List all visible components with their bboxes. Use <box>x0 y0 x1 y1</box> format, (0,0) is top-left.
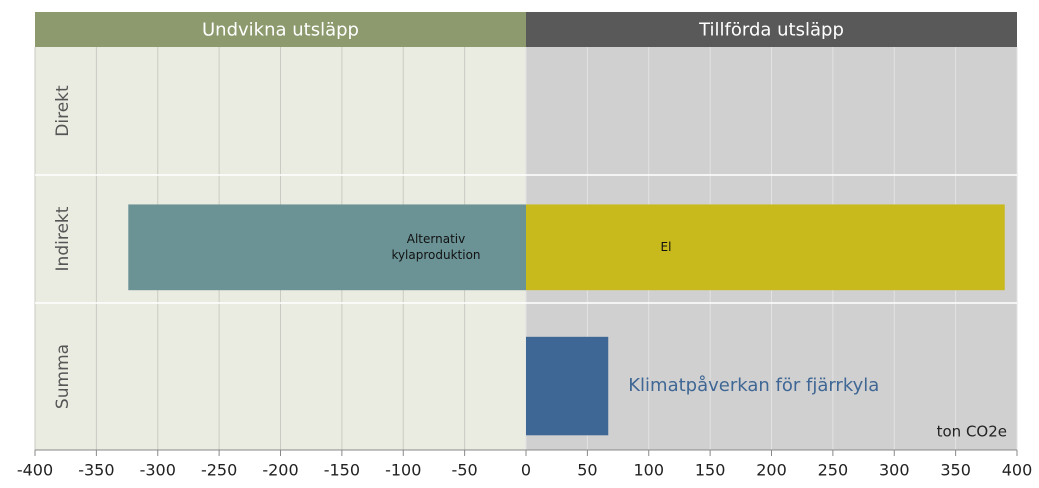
x-tick-label: 100 <box>633 461 664 480</box>
x-tick-label: 200 <box>756 461 787 480</box>
x-tick-label: -300 <box>140 461 176 480</box>
region-label: Undvikna utsläpp <box>202 20 359 41</box>
x-tick-label: -250 <box>201 461 237 480</box>
x-tick-label: -50 <box>452 461 478 480</box>
bar <box>526 204 1005 291</box>
category-label: Direkt <box>53 85 73 137</box>
region-label: Tillförda utsläpp <box>698 20 844 41</box>
x-tick-label: -100 <box>385 461 421 480</box>
bar-label: Alternativ kylaproduktion <box>391 232 481 263</box>
x-tick-label: -400 <box>17 461 53 480</box>
bar <box>128 204 527 291</box>
x-tick-label: 300 <box>879 461 910 480</box>
category-label: Summa <box>53 344 73 409</box>
region-header <box>35 12 526 47</box>
category-label: Indirekt <box>53 206 73 271</box>
bar-label: El <box>660 240 672 255</box>
x-tick-label: 250 <box>818 461 849 480</box>
x-tick-label: -350 <box>78 461 114 480</box>
bar-label: Klimatpåverkan för fjärrkyla <box>628 375 880 397</box>
region-header <box>526 12 1017 47</box>
x-tick-label: 150 <box>695 461 726 480</box>
bar <box>526 336 609 436</box>
x-tick-label: 400 <box>1002 461 1033 480</box>
x-tick-label: -200 <box>262 461 298 480</box>
x-axis-label: ton CO2e <box>937 423 1007 441</box>
x-tick-label: 50 <box>577 461 597 480</box>
x-tick-label: -150 <box>324 461 360 480</box>
x-tick-label: 0 <box>521 461 531 480</box>
x-tick-label: 350 <box>940 461 971 480</box>
